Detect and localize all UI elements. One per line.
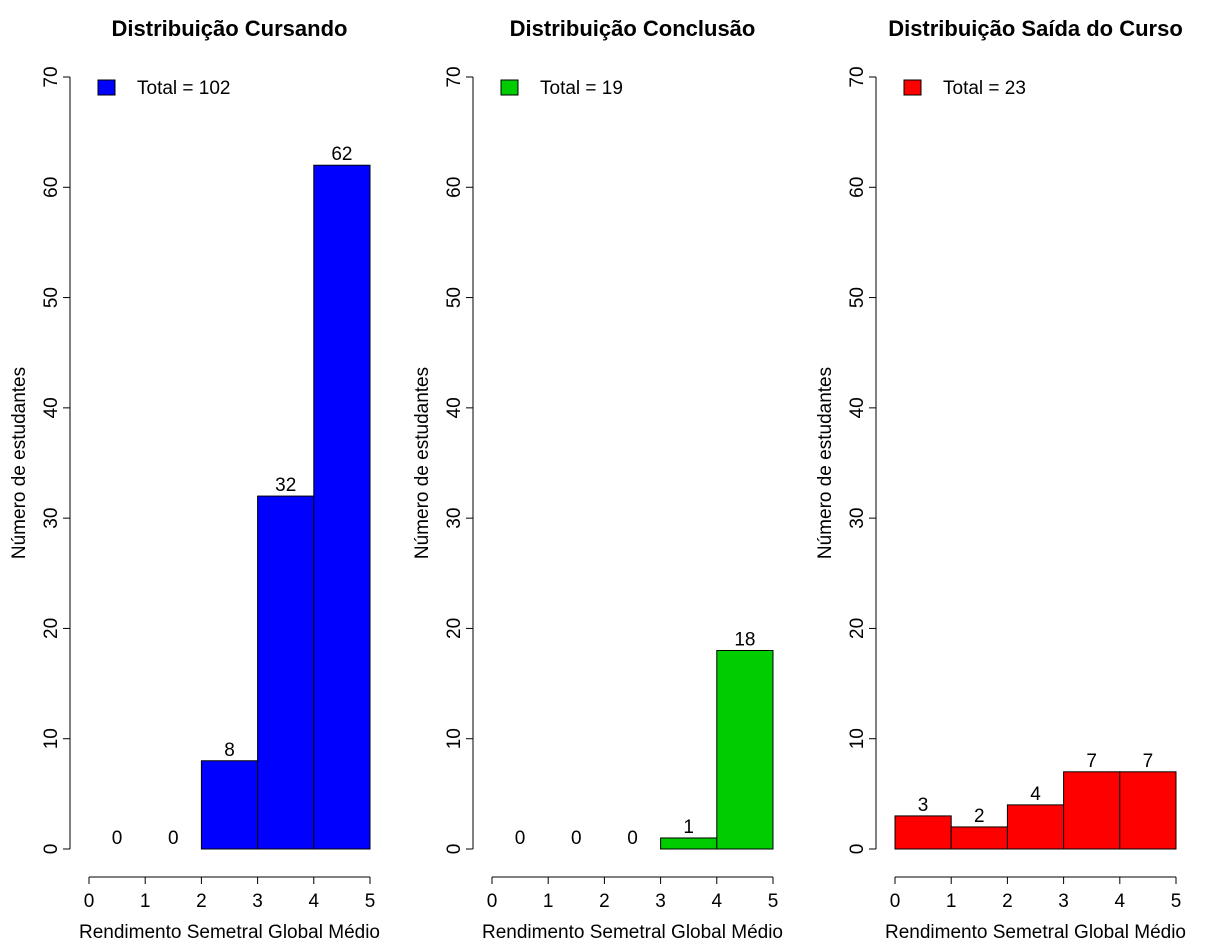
data-label: 0 — [168, 828, 179, 849]
y-axis-label: Número de estudantes — [815, 367, 836, 559]
y-tick-label: 60 — [41, 177, 62, 198]
bar — [660, 837, 718, 850]
y-tick-label: 70 — [41, 66, 62, 87]
y-tick-label: 50 — [847, 287, 868, 308]
data-label: 8 — [224, 740, 235, 761]
bar — [1006, 804, 1065, 850]
chart-title: Distribuição Saída do Curso — [888, 16, 1183, 41]
y-tick-label: 30 — [444, 508, 465, 529]
chart-title: Distribuição Conclusão — [510, 16, 756, 41]
x-axis-label: Rendimento Semetral Global Médio — [79, 922, 380, 942]
y-tick-label: 40 — [41, 397, 62, 418]
y-tick-label: 30 — [847, 508, 868, 529]
x-tick-label: 1 — [946, 891, 957, 912]
y-tick-label: 70 — [847, 66, 868, 87]
y-tick-label: 30 — [41, 508, 62, 529]
bar — [894, 815, 952, 850]
y-axis-label: Número de estudantes — [412, 367, 433, 559]
x-tick-label: 4 — [712, 891, 723, 912]
x-tick-label: 4 — [1115, 891, 1126, 912]
y-tick-label: 40 — [847, 397, 868, 418]
data-label: 18 — [734, 629, 755, 650]
legend-swatch — [500, 79, 519, 96]
y-tick-label: 20 — [444, 618, 465, 639]
x-tick-label: 0 — [84, 891, 95, 912]
x-tick-label: 0 — [487, 891, 498, 912]
x-tick-label: 3 — [252, 891, 263, 912]
x-tick-label: 5 — [1171, 891, 1182, 912]
data-label: 0 — [515, 828, 526, 849]
data-label: 0 — [627, 828, 638, 849]
bar — [950, 826, 1008, 850]
x-axis-label: Rendimento Semetral Global Médio — [482, 922, 783, 942]
legend-swatch — [903, 79, 922, 96]
legend-label: Total = 23 — [943, 78, 1026, 99]
y-tick-label: 40 — [444, 397, 465, 418]
legend-label: Total = 102 — [137, 78, 231, 99]
x-tick-label: 5 — [365, 891, 376, 912]
y-tick-label: 0 — [444, 844, 465, 855]
y-tick-label: 70 — [444, 66, 465, 87]
x-tick-label: 1 — [140, 891, 151, 912]
y-tick-label: 20 — [847, 618, 868, 639]
bar — [1119, 771, 1177, 850]
legend-label: Total = 19 — [540, 78, 623, 99]
y-tick-label: 20 — [41, 618, 62, 639]
x-tick-label: 1 — [543, 891, 554, 912]
data-label: 7 — [1086, 751, 1097, 772]
y-tick-label: 50 — [41, 287, 62, 308]
x-tick-label: 4 — [309, 891, 320, 912]
y-tick-label: 0 — [41, 844, 62, 855]
y-tick-label: 10 — [41, 728, 62, 749]
y-tick-label: 50 — [444, 287, 465, 308]
x-tick-label: 2 — [1002, 891, 1013, 912]
y-tick-label: 60 — [444, 177, 465, 198]
x-tick-label: 3 — [655, 891, 666, 912]
y-tick-label: 10 — [444, 728, 465, 749]
bar — [313, 164, 371, 850]
data-label: 4 — [1030, 784, 1041, 805]
x-tick-label: 2 — [196, 891, 207, 912]
chart-title: Distribuição Cursando — [112, 16, 348, 41]
data-label: 0 — [571, 828, 582, 849]
y-tick-label: 0 — [847, 844, 868, 855]
bar — [1063, 771, 1121, 850]
x-tick-label: 5 — [768, 891, 779, 912]
x-axis-label: Rendimento Semetral Global Médio — [885, 922, 1186, 942]
y-tick-label: 60 — [847, 177, 868, 198]
bar — [200, 760, 259, 850]
x-tick-label: 2 — [599, 891, 610, 912]
x-tick-label: 3 — [1058, 891, 1069, 912]
x-tick-label: 0 — [890, 891, 901, 912]
bar — [716, 649, 774, 850]
legend-swatch — [97, 79, 116, 96]
data-label: 2 — [974, 806, 985, 827]
bar — [257, 495, 315, 850]
data-label: 0 — [112, 828, 123, 849]
data-label: 1 — [683, 817, 694, 838]
data-label: 7 — [1143, 751, 1154, 772]
y-tick-label: 10 — [847, 728, 868, 749]
data-label: 32 — [275, 475, 296, 496]
data-label: 62 — [331, 144, 352, 165]
data-label: 3 — [918, 795, 929, 816]
y-axis-label: Número de estudantes — [9, 367, 30, 559]
